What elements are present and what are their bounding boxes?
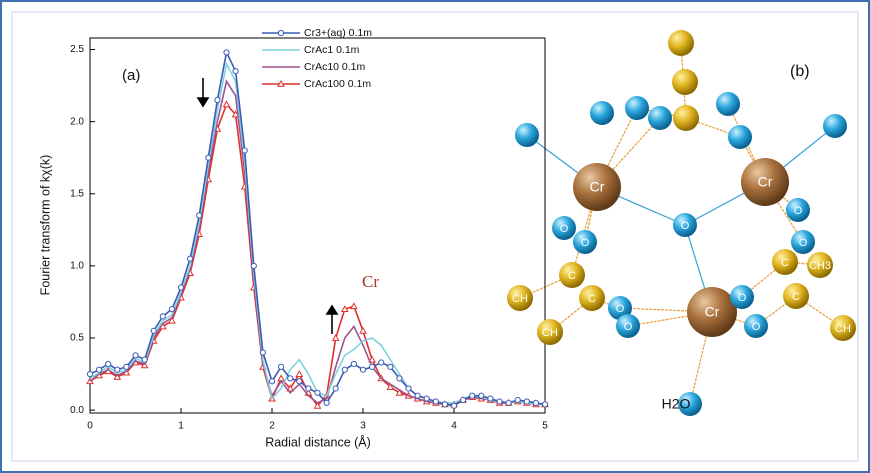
data-point: [388, 364, 393, 369]
data-point: [379, 360, 384, 365]
y-tick-label: 0.5: [70, 333, 84, 344]
atom-label: C: [792, 291, 800, 303]
data-point: [297, 379, 302, 384]
legend-label: Cr3+(aq) 0.1m: [304, 27, 372, 39]
data-point: [415, 393, 420, 398]
data-point: [142, 357, 147, 362]
data-point: [370, 364, 375, 369]
atom-label: Cr: [590, 179, 605, 195]
data-point: [133, 353, 138, 358]
atom-label: CH: [542, 327, 558, 339]
data-point: [542, 402, 547, 407]
data-point: [106, 361, 111, 366]
data-point: [169, 307, 174, 312]
y-axis-label: Fourier transform of kχ(k): [38, 155, 52, 296]
atom-label: O: [560, 223, 569, 235]
data-point: [488, 396, 493, 401]
data-point: [251, 263, 256, 268]
atom-label: O: [738, 292, 747, 304]
data-point: [260, 350, 265, 355]
data-point: [324, 400, 329, 405]
x-tick-label: 1: [178, 421, 184, 432]
atom-label: C: [588, 293, 596, 305]
figure: Fourier transform of kχ(k) Radial distan…: [0, 0, 870, 473]
data-point: [433, 399, 438, 404]
atom-label: CH3: [809, 260, 831, 272]
data-point: [97, 367, 102, 372]
data-point: [479, 393, 484, 398]
atom-label: O: [799, 237, 808, 249]
data-point: [151, 328, 156, 333]
data-point: [342, 367, 347, 372]
data-point: [315, 390, 320, 395]
legend-label: CrAc100 0.1m: [304, 78, 371, 90]
data-point: [524, 399, 529, 404]
data-point: [288, 376, 293, 381]
peak-label: Cr: [362, 272, 379, 291]
legend-label: CrAc1 0.1m: [304, 44, 360, 56]
panel-label: (a): [122, 67, 140, 84]
data-point: [333, 386, 338, 391]
data-point: [87, 371, 92, 376]
atom-label: CH: [835, 323, 851, 335]
data-point: [533, 400, 538, 405]
data-point: [242, 148, 247, 153]
data-point: [233, 69, 238, 74]
data-point: [497, 399, 502, 404]
atom-label: Cr: [758, 174, 773, 190]
atom-label: O: [794, 205, 803, 217]
atom-label: H2O: [662, 396, 691, 412]
y-tick-label: 2.0: [70, 116, 84, 127]
data-point: [351, 361, 356, 366]
data-point: [470, 393, 475, 398]
legend-label: CrAc10 0.1m: [304, 61, 366, 73]
x-axis-label: Radial distance (Å): [265, 434, 371, 449]
atom-label: C: [781, 257, 789, 269]
atom-label: O: [624, 321, 633, 333]
data-point: [279, 364, 284, 369]
data-point: [115, 367, 120, 372]
data-point: [224, 50, 229, 55]
x-tick-label: 4: [451, 421, 457, 432]
data-point: [506, 400, 511, 405]
data-point: [406, 386, 411, 391]
x-tick-label: 0: [87, 421, 93, 432]
data-point: [178, 285, 183, 290]
x-tick-label: 2: [269, 421, 275, 432]
y-tick-label: 0.0: [70, 405, 84, 416]
atom-label: O: [752, 321, 761, 333]
data-point: [424, 396, 429, 401]
data-point: [160, 314, 165, 319]
data-point: [306, 386, 311, 391]
data-point: [206, 155, 211, 160]
data-point: [278, 30, 283, 35]
data-point: [397, 376, 402, 381]
panel-label: (b): [790, 63, 810, 80]
atom-label: O: [681, 220, 690, 232]
data-point: [197, 213, 202, 218]
atom-label: CH: [512, 293, 528, 305]
y-tick-label: 1.5: [70, 188, 84, 199]
data-point: [124, 364, 129, 369]
atom-label: O: [581, 237, 590, 249]
atom-label: O: [616, 303, 625, 315]
data-point: [451, 403, 456, 408]
data-point: [269, 379, 274, 384]
data-point: [461, 397, 466, 402]
data-point: [188, 256, 193, 261]
atom-label: Cr: [705, 304, 720, 320]
data-point: [215, 97, 220, 102]
x-tick-label: 3: [360, 421, 366, 432]
y-tick-label: 1.0: [70, 261, 84, 272]
data-point: [360, 367, 365, 372]
x-tick-label: 5: [542, 421, 548, 432]
data-point: [442, 402, 447, 407]
y-tick-label: 2.5: [70, 44, 84, 55]
atom-label: C: [568, 270, 576, 282]
data-point: [515, 397, 520, 402]
